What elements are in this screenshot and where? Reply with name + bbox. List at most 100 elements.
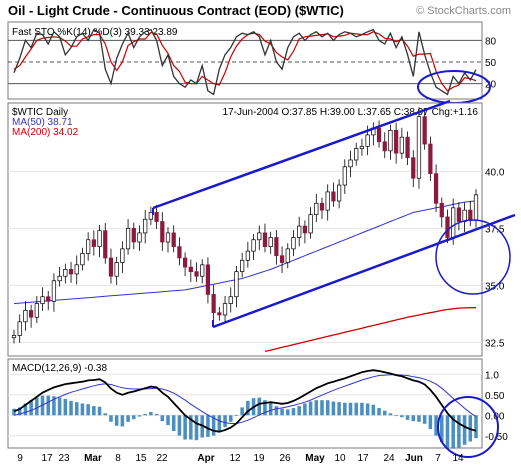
x-axis-label: Mar bbox=[84, 453, 102, 464]
x-axis-label: Jun bbox=[405, 453, 423, 464]
macd-histogram-bar bbox=[46, 395, 50, 416]
candle-body bbox=[200, 264, 205, 277]
candle-body bbox=[331, 191, 336, 202]
macd-histogram-bar bbox=[114, 415, 119, 426]
candle-body bbox=[74, 264, 79, 275]
macd-histogram-bar bbox=[371, 404, 376, 416]
macd-histogram-bar bbox=[86, 404, 90, 416]
candle-body bbox=[188, 266, 193, 273]
candle-body bbox=[28, 310, 34, 318]
x-axis-label: 17 bbox=[41, 453, 53, 464]
macd-histogram-bar bbox=[445, 415, 450, 448]
price-tick-label: 37.5 bbox=[485, 224, 505, 235]
macd-histogram-bar bbox=[434, 415, 438, 436]
price-symbol-label: $WTIC Daily bbox=[12, 107, 68, 118]
candle-body bbox=[165, 232, 171, 243]
candle-body bbox=[40, 296, 45, 304]
macd-histogram-bar bbox=[97, 406, 102, 416]
macd-histogram-bar bbox=[400, 415, 404, 418]
candle-body bbox=[302, 225, 308, 234]
candle-body bbox=[34, 303, 39, 318]
macd-histogram-bar bbox=[405, 415, 410, 420]
candle-body bbox=[422, 116, 427, 145]
price-annotation-circle bbox=[435, 219, 511, 295]
candle-body bbox=[51, 280, 57, 302]
macd-histogram-bar bbox=[12, 408, 16, 416]
macd-histogram-bar bbox=[63, 398, 68, 416]
sto-tick-label: 80 bbox=[485, 36, 497, 47]
candle-body bbox=[257, 232, 262, 241]
channel-lower-line bbox=[212, 213, 516, 329]
macd-histogram-bar bbox=[286, 409, 290, 416]
candle-body bbox=[17, 321, 22, 336]
x-axis-label: 19 bbox=[253, 453, 265, 464]
candle-body bbox=[268, 237, 273, 247]
candle-body bbox=[399, 136, 404, 154]
trend-channel bbox=[152, 99, 516, 329]
price-panel-frame bbox=[7, 102, 483, 357]
candle-body bbox=[222, 303, 228, 316]
candle-body bbox=[194, 271, 199, 277]
candle-body bbox=[240, 259, 245, 273]
candle-body bbox=[211, 294, 216, 314]
candle-body bbox=[274, 237, 279, 257]
macd-histogram-bar bbox=[137, 415, 142, 417]
candle-body bbox=[108, 257, 114, 277]
macd-histogram-bar bbox=[17, 407, 22, 416]
macd-panel-label: MACD(12,26,9) -0.38 bbox=[12, 363, 107, 374]
x-axis-label: 22 bbox=[156, 453, 168, 464]
macd-line bbox=[13, 369, 477, 433]
macd-tick-label: 0.00 bbox=[485, 411, 505, 422]
macd-histogram-bar bbox=[457, 415, 461, 448]
candle-body bbox=[325, 191, 330, 211]
candle-body bbox=[160, 221, 165, 243]
candle-body bbox=[91, 239, 96, 247]
macd-histogram-bar bbox=[348, 402, 353, 416]
candle-body bbox=[336, 184, 342, 202]
candle-body bbox=[137, 232, 142, 243]
candle-body bbox=[205, 264, 211, 295]
macd-histogram-bar bbox=[23, 403, 28, 416]
ohlc-readout: 17-Jun-2004 O:37.85 H:39.00 L:37.65 C:38… bbox=[223, 107, 479, 118]
macd-histogram-bar bbox=[234, 415, 239, 417]
macd-histogram-bar bbox=[80, 403, 85, 416]
macd-histogram-bar bbox=[132, 415, 136, 420]
macd-histogram-bar bbox=[268, 402, 273, 416]
candle-body bbox=[63, 269, 68, 277]
candle-body bbox=[297, 225, 302, 238]
sto-panel-frame bbox=[7, 21, 483, 100]
candle-body bbox=[291, 237, 296, 250]
macd-histogram-bar bbox=[382, 410, 387, 416]
candle-body bbox=[314, 202, 319, 216]
macd-histogram-bar bbox=[126, 415, 130, 422]
x-axis-label: 23 bbox=[58, 453, 70, 464]
candle-body bbox=[468, 209, 473, 221]
macd-histogram-bar bbox=[166, 415, 170, 426]
candle-body bbox=[182, 257, 188, 268]
candle-body bbox=[439, 202, 444, 218]
macd-histogram-bar bbox=[171, 415, 176, 432]
macd-histogram-bar bbox=[462, 415, 467, 445]
macd-histogram-bar bbox=[291, 408, 296, 416]
macd-histogram-bar bbox=[29, 400, 33, 416]
candle-body bbox=[131, 228, 136, 243]
candle-body bbox=[114, 262, 119, 277]
macd-histogram-bar bbox=[109, 415, 113, 422]
candle-body bbox=[234, 271, 239, 298]
candle-body bbox=[245, 250, 250, 261]
candle-body bbox=[103, 230, 108, 259]
macd-histogram-bar bbox=[74, 402, 79, 416]
candle-body bbox=[171, 232, 176, 247]
macd-histogram-bar bbox=[280, 408, 284, 416]
macd-histogram-bar bbox=[103, 413, 108, 416]
macd-histogram-bar bbox=[337, 402, 341, 416]
candle-body bbox=[445, 216, 450, 238]
candle-body bbox=[11, 335, 17, 339]
macd-panel: MACD(12,26,9) -0.38 1.00.500.00-0.50 bbox=[7, 358, 508, 458]
macd-histogram-bar bbox=[343, 402, 347, 416]
candle-body bbox=[154, 212, 159, 222]
x-axis-label: Apr bbox=[197, 453, 214, 464]
candle-body bbox=[251, 239, 256, 252]
macd-histogram-bar bbox=[57, 397, 62, 416]
x-axis-label: 26 bbox=[279, 453, 291, 464]
